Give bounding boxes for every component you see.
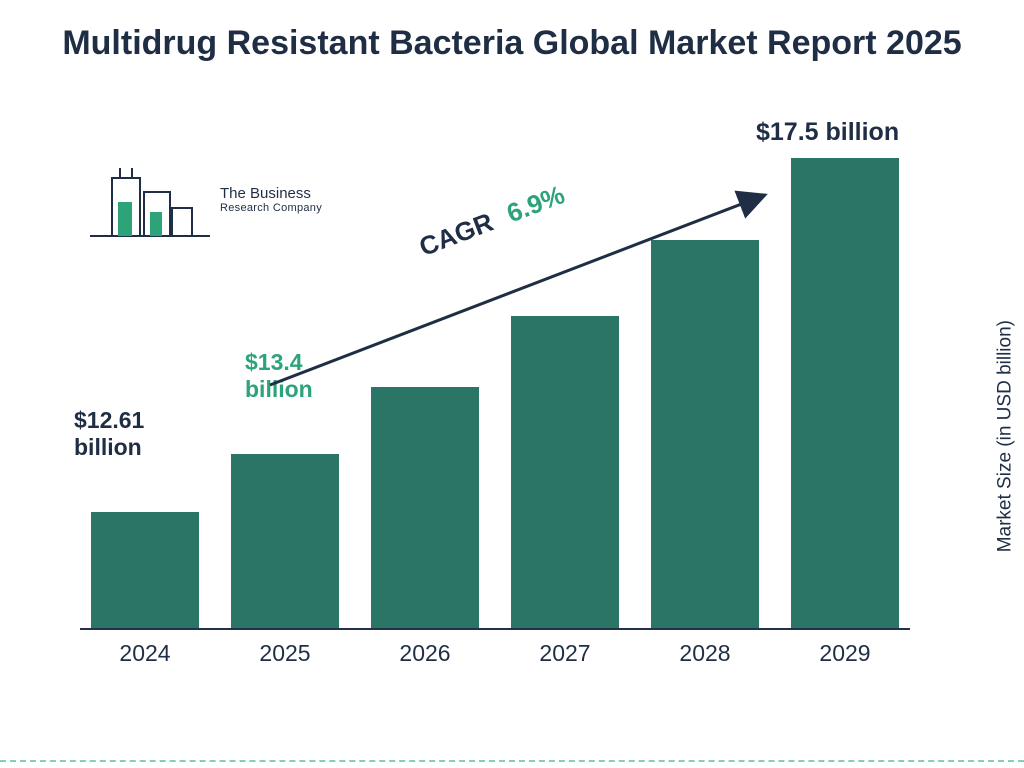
x-label-2026: 2026: [371, 640, 479, 667]
value-label-2025: $13.4 billion: [245, 349, 365, 402]
bar-2026: [371, 387, 479, 628]
x-label-2025: 2025: [231, 640, 339, 667]
value-label-2029: $17.5 billion: [756, 118, 956, 147]
x-label-2027: 2027: [511, 640, 619, 667]
y-axis-label: Market Size (in USD billion): [994, 320, 1016, 552]
page-title: Multidrug Resistant Bacteria Global Mark…: [0, 24, 1024, 63]
bar-2028: [651, 240, 759, 628]
x-label-2029: 2029: [791, 640, 899, 667]
bar-chart: 202420252026202720282029 $12.61 billion …: [80, 150, 910, 690]
x-label-2024: 2024: [91, 640, 199, 667]
bottom-divider: [0, 760, 1024, 762]
x-axis-labels: 2024 2025 2026 2027 2028 2029: [80, 640, 910, 670]
value-label-2025-line2: billion: [245, 376, 313, 402]
value-label-2029-line1: $17.5 billion: [756, 118, 899, 146]
x-axis-line: [80, 628, 910, 630]
value-label-2025-line1: $13.4: [245, 349, 303, 375]
value-label-2024-line1: $12.61: [74, 407, 144, 433]
x-label-2028: 2028: [651, 640, 759, 667]
bar-2024: [91, 512, 199, 628]
bar-2027: [511, 316, 619, 628]
value-label-2024: $12.61 billion: [74, 407, 204, 460]
bar-2025: [231, 454, 339, 628]
value-label-2024-line2: billion: [74, 434, 142, 460]
bar-2029: [791, 158, 899, 628]
